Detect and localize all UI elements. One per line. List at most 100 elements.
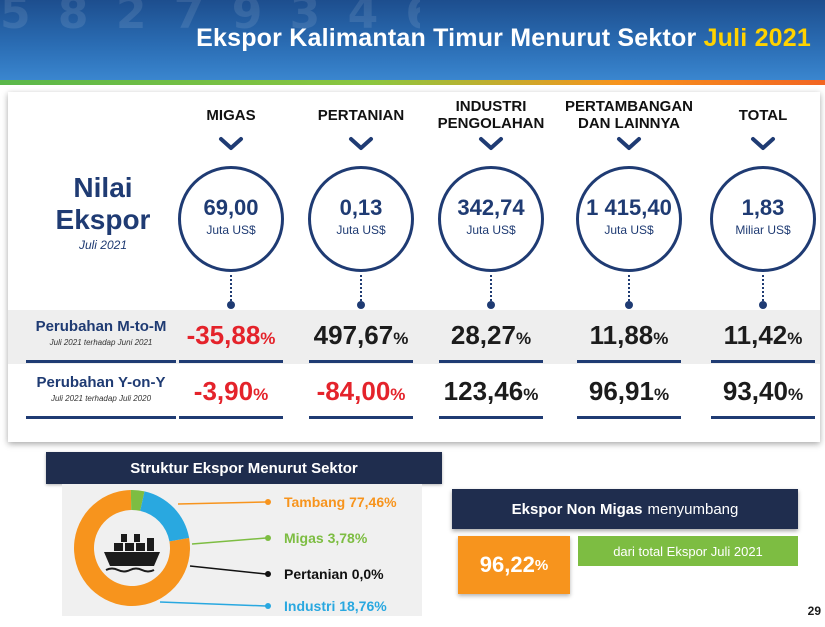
yoy-number: -84,00 (316, 376, 391, 406)
sector-value: 1 415,40 (586, 195, 672, 220)
sector-name: TOTAL (738, 106, 788, 124)
non-migas-bold: Ekspor Non Migas (511, 500, 643, 518)
chevron-down-icon (617, 137, 641, 150)
sector-name: INDUSTRI PENGOLAHAN (437, 98, 545, 132)
nilai-line-2: Ekspor (55, 204, 151, 235)
row-label-underline (26, 416, 176, 419)
row-label-underline (26, 360, 176, 363)
mtom-number: 497,67 (313, 320, 394, 350)
non-migas-banner: Ekspor Non Migas menyumbang (452, 489, 798, 529)
sector-name: MIGAS (206, 106, 256, 124)
mtom-title: Perubahan M-to-M (35, 318, 167, 335)
percent-sign: % (515, 329, 532, 348)
page-number: 29 (807, 604, 821, 618)
donut-slice-industri (140, 491, 190, 542)
row-yoy-label: Perubahan Y-on-Y Juli 2021 terhadap Juli… (16, 374, 186, 403)
sector-value-circle: 69,00 Juta US$ (178, 166, 284, 272)
row-underline (179, 360, 283, 363)
yoy-number: 123,46 (443, 376, 524, 406)
row-underline (179, 416, 283, 419)
header-banner: 5 8 2 7 9 3 4 6 1 0 8 5 2 9 7 Ekspor Kal… (0, 0, 825, 80)
nilai-ekspor-label: Nilai Ekspor Juli 2021 (18, 172, 188, 252)
yoy-value-cell: 93,40% (698, 376, 825, 407)
non-migas-pct: % (534, 556, 549, 574)
row-underline (309, 416, 413, 419)
donut-slice-migas (130, 490, 145, 511)
connector-dots (490, 275, 492, 305)
connector-dots (762, 275, 764, 305)
non-migas-desc: dari total Ekspor Juli 2021 (578, 536, 798, 566)
row-underline (577, 360, 681, 363)
sector-value: 0,13 (339, 195, 383, 220)
connector-dot (227, 301, 235, 309)
mtom-value-cell: 497,67% (296, 320, 426, 351)
sector-unit: Juta US$ (604, 223, 654, 237)
yoy-title: Perubahan Y-on-Y (36, 374, 166, 391)
nilai-period: Juli 2021 (78, 238, 128, 252)
percent-sign: % (787, 385, 804, 404)
mtom-value-cell: 11,88% (564, 320, 694, 351)
yoy-value-cell: -3,90% (166, 376, 296, 407)
connector-dot (487, 301, 495, 309)
mtom-number: -35,88 (186, 320, 261, 350)
row-yoy: Perubahan Y-on-Y Juli 2021 terhadap Juli… (8, 366, 820, 420)
percent-sign: % (253, 385, 269, 404)
chevron-down-icon (349, 137, 373, 150)
percent-sign: % (787, 329, 803, 348)
row-underline (711, 416, 815, 419)
non-migas-rest: menyumbang (647, 500, 739, 518)
label-migas: Migas 3,78% (284, 530, 368, 546)
struktur-title: Struktur Ekspor Menurut Sektor (46, 452, 442, 484)
row-underline (439, 360, 543, 363)
header-stripe (0, 80, 825, 85)
background-digits: 5 8 2 7 9 3 4 6 1 0 8 5 2 9 7 (0, 0, 420, 39)
row-mtom: Perubahan M-to-M Juli 2021 terhadap Juni… (8, 310, 820, 364)
mtom-value-cell: 11,42% (698, 320, 825, 351)
row-underline (577, 416, 681, 419)
label-tambang: Tambang 77,46% (284, 494, 397, 510)
mtom-number: 28,27 (450, 320, 516, 350)
yoy-number: -3,90 (193, 376, 254, 406)
yoy-value-cell: -84,00% (296, 376, 426, 407)
sector-value: 342,74 (457, 195, 525, 220)
sector-unit: Juta US$ (336, 223, 386, 237)
percent-sign: % (390, 385, 406, 404)
sector-value: 69,00 (203, 195, 259, 220)
page-title: Ekspor Kalimantan Timur Menurut Sektor J… (196, 24, 811, 53)
connector-dot (625, 301, 633, 309)
nilai-line-1: Nilai (73, 172, 133, 203)
export-value-card: Nilai Ekspor Juli 2021 Perubahan M-to-M … (8, 92, 820, 442)
row-underline (711, 360, 815, 363)
row-underline (309, 360, 413, 363)
mtom-number: 11,42 (723, 320, 788, 350)
mtom-number: 11,88 (589, 320, 654, 350)
chevron-down-icon (479, 137, 503, 150)
sector-value-circle: 1,83 Miliar US$ (710, 166, 816, 272)
title-main: Ekspor Kalimantan Timur Menurut Sektor (196, 24, 697, 52)
non-migas-value: 96,22% (458, 536, 570, 594)
percent-sign: % (523, 385, 539, 404)
mtom-value-cell: -35,88% (166, 320, 296, 351)
cargo-ship-icon (104, 534, 160, 573)
yoy-value-cell: 96,91% (564, 376, 694, 407)
yoy-subtitle: Juli 2021 terhadap Juli 2020 (50, 394, 152, 403)
connector-dots (360, 275, 362, 305)
mtom-value-cell: 28,27% (426, 320, 556, 351)
sector-value: 1,83 (741, 195, 785, 220)
donut-slice-tambang (74, 490, 190, 606)
connector-dot (759, 301, 767, 309)
yoy-number: 93,40 (722, 376, 788, 406)
chevron-down-icon (751, 137, 775, 150)
chevron-down-icon (219, 137, 243, 150)
label-pertanian: Pertanian 0,0% (284, 566, 384, 582)
yoy-value-cell: 123,46% (426, 376, 556, 407)
sector-value-circle: 0,13 Juta US$ (308, 166, 414, 272)
sector-name: PERTAMBANGAN DAN LAINNYA (564, 98, 694, 132)
percent-sign: % (653, 329, 669, 348)
sector-value-circle: 342,74 Juta US$ (438, 166, 544, 272)
percent-sign: % (653, 385, 670, 404)
row-mtom-label: Perubahan M-to-M Juli 2021 terhadap Juni… (16, 318, 186, 347)
sector-unit: Juta US$ (206, 223, 256, 237)
label-industri: Industri 18,76% (284, 598, 387, 614)
connector-dots (628, 275, 630, 305)
